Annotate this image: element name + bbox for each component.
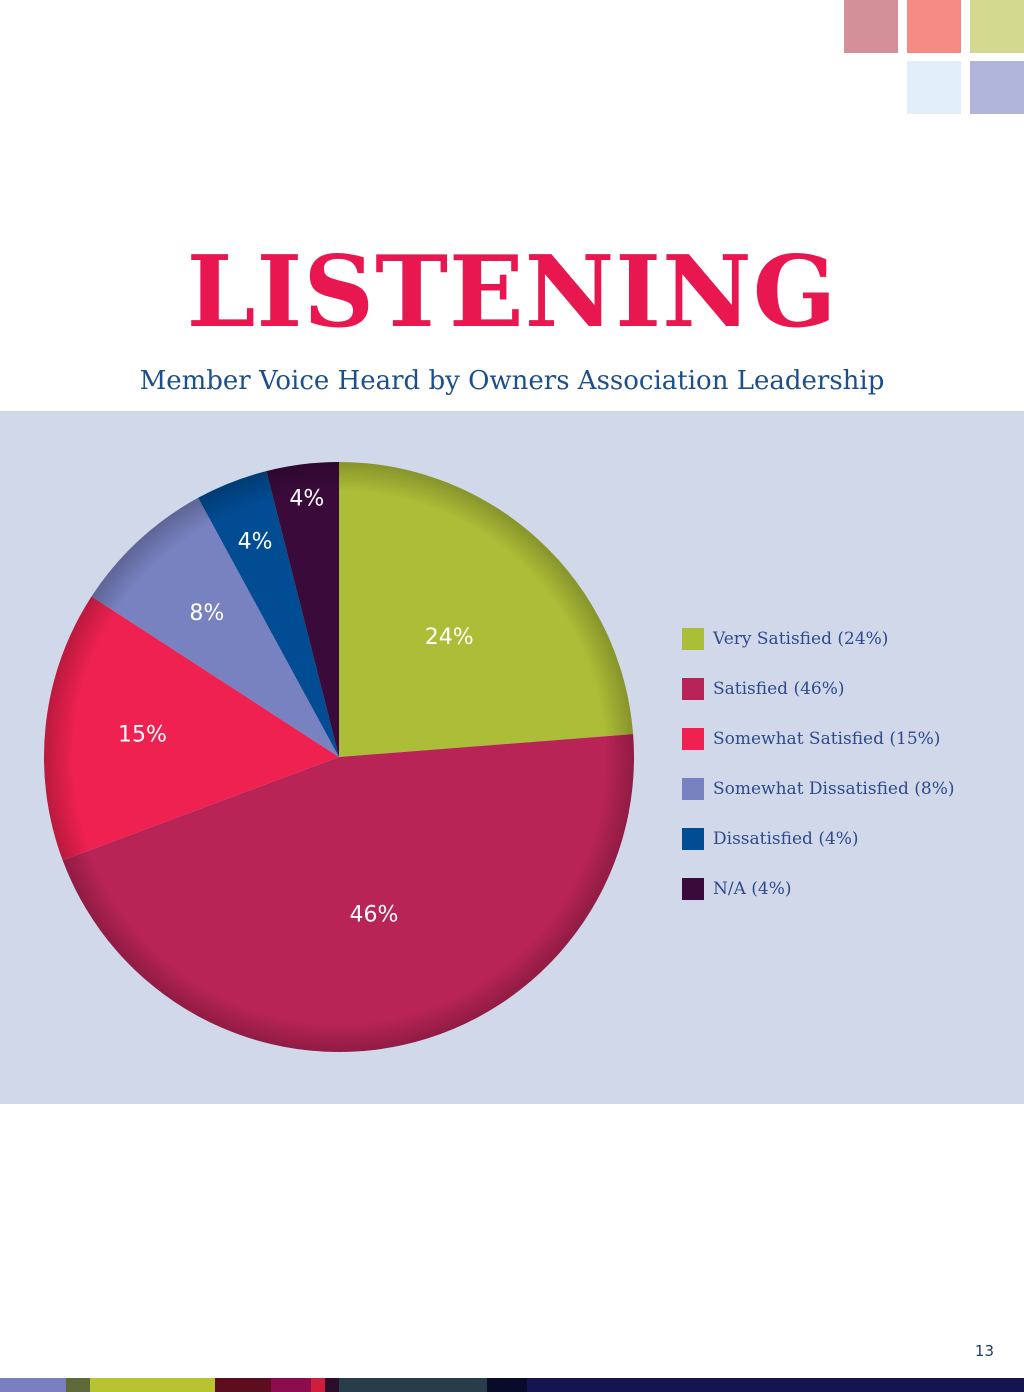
legend-label: Dissatisfied (4%) bbox=[713, 829, 859, 849]
pie-slice-label: 24% bbox=[425, 625, 474, 650]
legend-swatch bbox=[682, 628, 704, 650]
footer-color-segment bbox=[271, 1378, 311, 1392]
decorative-square bbox=[844, 0, 898, 53]
pie-labels: 24% 46% 15% 8% 4% 4% bbox=[118, 486, 474, 927]
pie-slice-label: 8% bbox=[189, 601, 224, 626]
legend-label: Somewhat Satisfied (15%) bbox=[713, 729, 941, 749]
footer-color-segment bbox=[527, 1378, 1024, 1392]
footer-color-segment bbox=[0, 1378, 66, 1392]
chart-panel: 24% 46% 15% 8% 4% 4% Very Satisfied (24%) Sat… bbox=[0, 411, 1024, 1104]
decorative-square bbox=[970, 0, 1024, 53]
legend-swatch bbox=[682, 778, 704, 800]
footer-color-bar bbox=[0, 1378, 1024, 1392]
page-subtitle: Member Voice Heard by Owners Association… bbox=[139, 366, 885, 396]
page-title: LISTENING bbox=[186, 235, 838, 350]
footer-color-segment bbox=[325, 1378, 339, 1392]
footer-color-segment bbox=[215, 1378, 271, 1392]
legend-swatch bbox=[682, 828, 704, 850]
decorative-square bbox=[970, 61, 1024, 114]
legend-label: N/A (4%) bbox=[713, 879, 792, 899]
footer-color-segment bbox=[339, 1378, 487, 1392]
pie-chart: 24% 46% 15% 8% 4% 4% bbox=[43, 462, 635, 1053]
pie-slice-label: 15% bbox=[118, 723, 167, 748]
legend-label: Somewhat Dissatisfied (8%) bbox=[713, 779, 955, 799]
decorative-square bbox=[907, 61, 961, 114]
footer-color-segment bbox=[66, 1378, 90, 1392]
pie-slice bbox=[339, 462, 634, 757]
legend-label: Very Satisfied (24%) bbox=[713, 629, 889, 649]
legend-label: Satisfied (46%) bbox=[713, 679, 845, 699]
legend-swatch bbox=[682, 678, 704, 700]
pie-slices bbox=[43, 462, 635, 1053]
decorative-square bbox=[907, 0, 961, 53]
pie-slice-label: 46% bbox=[350, 902, 399, 927]
pie-slice-label: 4% bbox=[289, 486, 324, 511]
footer-color-segment bbox=[311, 1378, 325, 1392]
legend-swatch bbox=[682, 728, 704, 750]
page-number: 13 bbox=[974, 1342, 994, 1360]
footer-color-segment bbox=[487, 1378, 527, 1392]
footer-color-segment bbox=[90, 1378, 215, 1392]
legend-swatch bbox=[682, 878, 704, 900]
pie-slice-label: 4% bbox=[238, 530, 273, 555]
